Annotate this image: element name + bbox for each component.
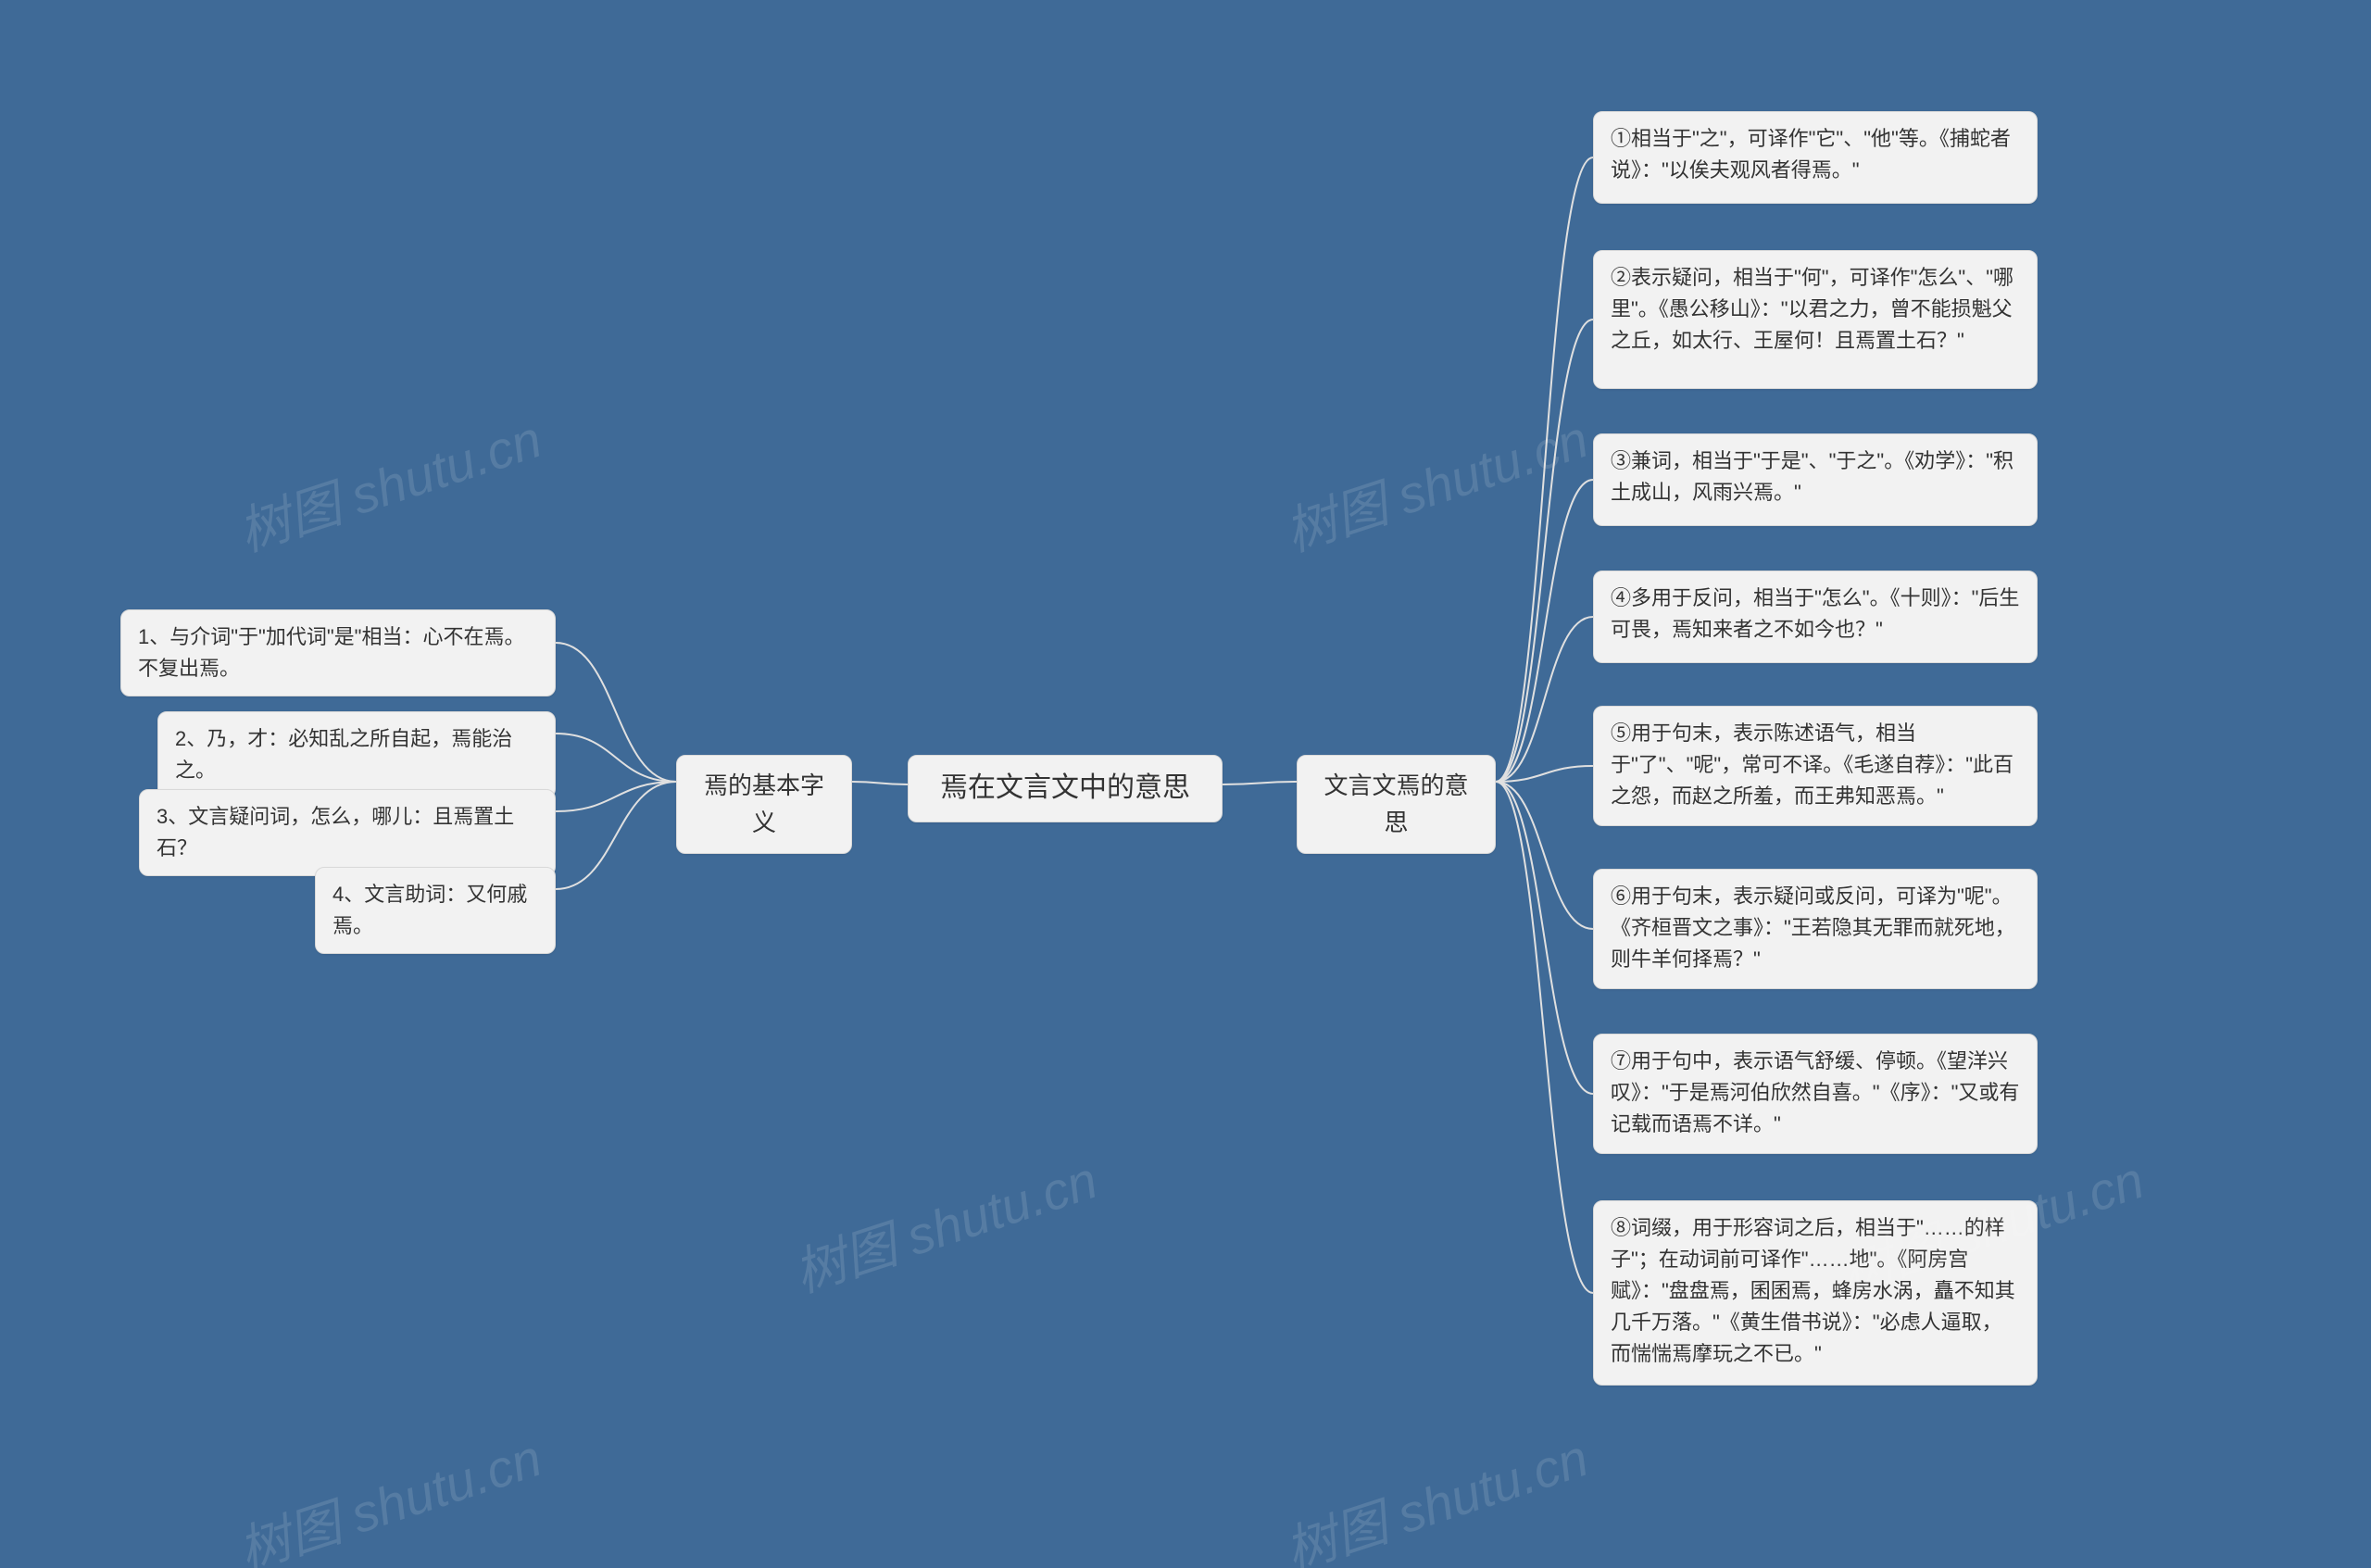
right-leaf-3: ③兼词，相当于"于是"、"于之"。《劝学》："积土成山，风雨兴焉。": [1593, 433, 2038, 526]
left-leaf-4-label: 4、文言助词：又何戚焉。: [332, 883, 527, 937]
left-leaf-1: 1、与介词"于"加代词"是"相当：心不在焉。不复出焉。: [120, 609, 556, 696]
right-leaf-2-label: ②表示疑问，相当于"何"，可译作"怎么"、"哪里"。《愚公移山》："以君之力，曾…: [1611, 266, 2013, 352]
right-leaf-7-label: ⑦用于句中，表示语气舒缓、停顿。《望洋兴叹》："于是焉河伯欣然自喜。"《序》："…: [1611, 1049, 2019, 1135]
right-leaf-8-label: ⑧词缀，用于形容词之后，相当于"……的样子"；在动词前可译作"……地"。《阿房宫…: [1611, 1216, 2015, 1365]
right-leaf-4: ④多用于反问，相当于"怎么"。《十则》："后生可畏，焉知来者之不如今也？": [1593, 571, 2038, 663]
left-leaf-2: 2、乃，才：必知乱之所自起，焉能治之。: [157, 711, 556, 798]
left-leaf-4: 4、文言助词：又何戚焉。: [315, 867, 556, 954]
mindmap-canvas: 焉在文言文中的意思 焉的基本字义 1、与介词"于"加代词"是"相当：心不在焉。不复出…: [0, 0, 2371, 1568]
watermark-2: 树图 shutu.cn: [1274, 398, 1597, 567]
watermark-5: 树图 shutu.cn: [1274, 1417, 1597, 1568]
right-branch-node-label: 文言文焉的意思: [1323, 771, 1468, 836]
right-leaf-3-label: ③兼词，相当于"于是"、"于之"。《劝学》："积土成山，风雨兴焉。": [1611, 449, 2013, 504]
left-branch-node-label: 焉的基本字义: [704, 771, 824, 836]
right-leaf-1-label: ①相当于"之"，可译作"它"、"他"等。《捕蛇者说》："以俟夫观风者得焉。": [1611, 127, 2011, 182]
right-leaf-7: ⑦用于句中，表示语气舒缓、停顿。《望洋兴叹》："于是焉河伯欣然自喜。"《序》："…: [1593, 1034, 2038, 1154]
right-branch-node: 文言文焉的意思: [1297, 755, 1496, 854]
left-leaf-2-label: 2、乃，才：必知乱之所自起，焉能治之。: [175, 727, 512, 782]
watermark-3: 树图 shutu.cn: [228, 1417, 550, 1568]
root-node-label: 焉在文言文中的意思: [940, 772, 1190, 803]
right-leaf-6-label: ⑥用于句末，表示疑问或反问，可译为"呢"。《齐桓晋文之事》："王若隐其无罪而就死…: [1611, 884, 2015, 971]
right-leaf-8: ⑧词缀，用于形容词之后，相当于"……的样子"；在动词前可译作"……地"。《阿房宫…: [1593, 1200, 2038, 1386]
left-leaf-3: 3、文言疑问词，怎么，哪儿：且焉置土石？: [139, 789, 556, 876]
watermark-4: 树图 shutu.cn: [784, 1139, 1106, 1308]
right-leaf-5: ⑤用于句末，表示陈述语气，相当于"了"、"呢"，常可不译。《毛遂自荐》："此百之…: [1593, 706, 2038, 826]
right-leaf-5-label: ⑤用于句末，表示陈述语气，相当于"了"、"呢"，常可不译。《毛遂自荐》："此百之…: [1611, 721, 2013, 808]
right-leaf-6: ⑥用于句末，表示疑问或反问，可译为"呢"。《齐桓晋文之事》："王若隐其无罪而就死…: [1593, 869, 2038, 989]
left-leaf-1-label: 1、与介词"于"加代词"是"相当：心不在焉。不复出焉。: [138, 625, 524, 680]
watermark-1: 树图 shutu.cn: [228, 398, 550, 567]
right-leaf-2: ②表示疑问，相当于"何"，可译作"怎么"、"哪里"。《愚公移山》："以君之力，曾…: [1593, 250, 2038, 389]
right-leaf-4-label: ④多用于反问，相当于"怎么"。《十则》："后生可畏，焉知来者之不如今也？": [1611, 586, 2019, 641]
root-node: 焉在文言文中的意思: [908, 755, 1223, 822]
right-leaf-1: ①相当于"之"，可译作"它"、"他"等。《捕蛇者说》："以俟夫观风者得焉。": [1593, 111, 2038, 204]
left-branch-node: 焉的基本字义: [676, 755, 852, 854]
left-leaf-3-label: 3、文言疑问词，怎么，哪儿：且焉置土石？: [157, 805, 514, 859]
